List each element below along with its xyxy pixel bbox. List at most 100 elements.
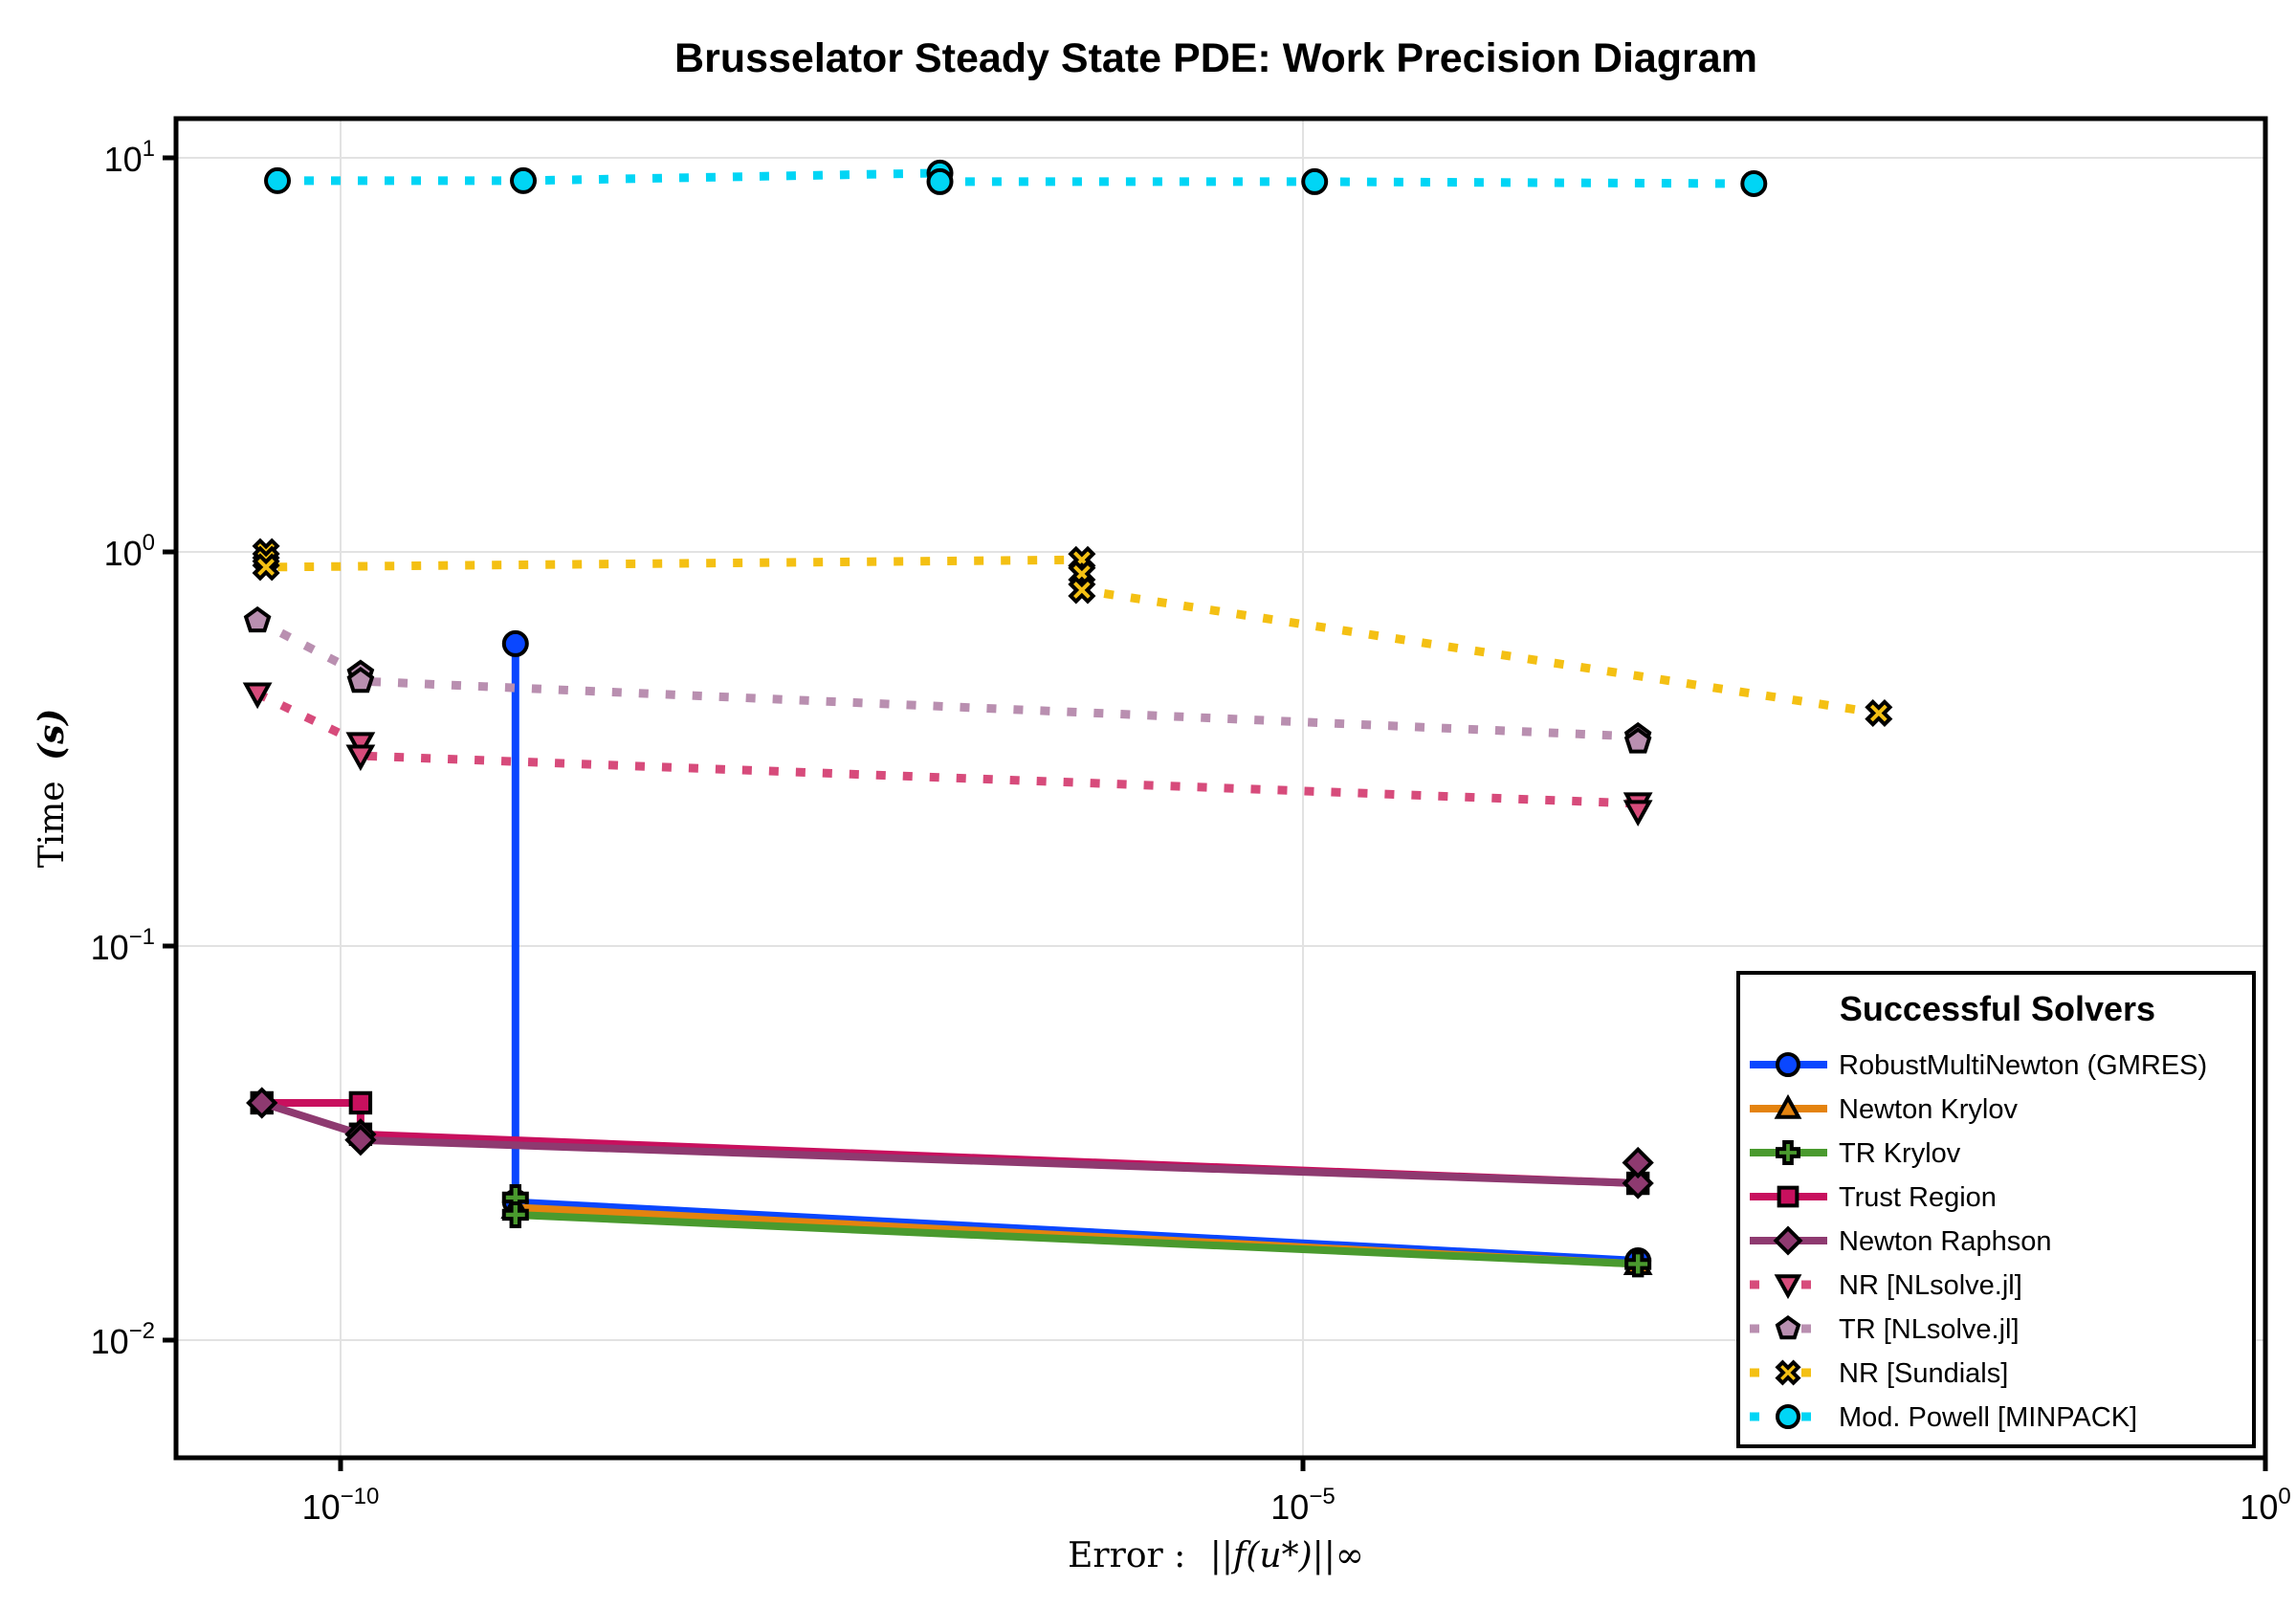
legend-item: Mod. Powell [MINPACK]: [1750, 1402, 2137, 1433]
x-tick-base: 10: [1270, 1487, 1309, 1527]
x-marker-shape: [1775, 1359, 1801, 1386]
x-marker: [1775, 1359, 1801, 1386]
series-line: [255, 690, 1643, 811]
data-point: [1740, 169, 1768, 197]
series-7: [252, 538, 1893, 728]
series-2: [501, 1183, 1652, 1278]
y-tick-base: 10: [91, 928, 129, 967]
legend-label: RobustMultiNewton (GMRES): [1839, 1050, 2207, 1081]
chart-title: Brusselator Steady State PDE: Work Preci…: [674, 35, 1757, 81]
data-point: [1622, 1167, 1654, 1200]
grid: [176, 119, 2265, 1458]
y-tick-base: 10: [104, 140, 143, 179]
diamond-marker: [1773, 1225, 1803, 1256]
legend-label: Newton Raphson: [1839, 1226, 2051, 1257]
x-tick-exp: 0: [2278, 1484, 2290, 1509]
y-axis-label-text: Time: [33, 781, 72, 868]
data-point: [1622, 1146, 1654, 1179]
x-tick-base: 10: [2240, 1487, 2278, 1527]
series-line: [511, 643, 1639, 1265]
data-point: [346, 667, 375, 693]
x-axis-label: Error : ||f(u*)||∞: [1068, 1536, 1364, 1575]
data-point: [348, 1090, 373, 1115]
series-line: [255, 616, 1643, 742]
x-tick-label: 10−10: [302, 1484, 380, 1527]
data-point: [243, 605, 272, 633]
data-point: [501, 1200, 529, 1228]
legend-item: NR [NLsolve.jl]: [1750, 1270, 2022, 1301]
data-point: [345, 732, 376, 759]
data-point: [246, 1087, 278, 1119]
series-8: [264, 159, 1768, 197]
x-tick-exp: −5: [1309, 1484, 1335, 1509]
data-point: [1068, 576, 1096, 605]
legend-label: NR [Sundials]: [1839, 1358, 2008, 1389]
series-5: [242, 682, 1653, 827]
y-tick-label: 100: [104, 530, 155, 573]
triangle-down-marker: [1774, 1274, 1802, 1300]
y-tick-label: 10−2: [91, 1318, 155, 1361]
legend-label: TR Krylov: [1839, 1138, 1961, 1169]
y-tick-base: 10: [91, 1322, 129, 1361]
x-tick-base: 10: [302, 1487, 341, 1527]
plot-area: [242, 159, 1893, 1278]
data-point: [1624, 1250, 1652, 1278]
x-marker-shape: [1865, 698, 1893, 728]
series-line: [277, 168, 1755, 188]
legend-label: Newton Krylov: [1839, 1094, 2018, 1125]
triangle-marker: [1774, 1093, 1802, 1119]
x-tick-label: 10−5: [1270, 1484, 1335, 1527]
cross-marker: [1776, 1140, 1800, 1165]
series-6: [243, 605, 1652, 754]
data-point: [242, 682, 273, 710]
square-marker: [1777, 1185, 1799, 1208]
legend: Successful Solvers RobustMultiNewton (GM…: [1736, 971, 2256, 1448]
y-tick-exp: 0: [143, 530, 155, 556]
y-tick-base: 10: [104, 534, 143, 573]
data-point: [1865, 698, 1893, 728]
x-marker-shape: [252, 553, 280, 582]
y-tick-label: 10−1: [91, 924, 155, 967]
x-axis-label-math: ||f(u*)||∞: [1210, 1536, 1364, 1575]
legend-item: NR [Sundials]: [1750, 1358, 2008, 1389]
legend-label: TR [NLsolve.jl]: [1839, 1314, 2020, 1345]
data-point: [926, 167, 954, 195]
y-tick-label: 101: [104, 136, 155, 179]
legend-item: RobustMultiNewton (GMRES): [1750, 1050, 2207, 1081]
y-axis-label: Time (s): [32, 709, 72, 869]
data-point: [1623, 727, 1652, 754]
y-tick-exp: 1: [143, 136, 155, 162]
data-point: [344, 1124, 377, 1156]
x-tick-exp: −10: [341, 1484, 380, 1509]
circle-marker: [1776, 1404, 1800, 1429]
legend-label: Trust Region: [1839, 1182, 1997, 1213]
legend-label: NR [NLsolve.jl]: [1839, 1270, 2022, 1301]
x-tick-label: 100: [2240, 1484, 2290, 1527]
legend-item: TR [NLsolve.jl]: [1750, 1314, 2020, 1345]
legend-item: Trust Region: [1750, 1182, 1997, 1213]
data-point: [345, 744, 376, 772]
x-axis-ticks: 10−10 10−5 100: [302, 1458, 2291, 1527]
legend-item: Newton Krylov: [1750, 1093, 2018, 1125]
axes-frame: [173, 116, 2268, 1461]
y-axis-label-unit: (s): [32, 709, 72, 760]
data-point: [1301, 167, 1329, 195]
legend-label: Mod. Powell [MINPACK]: [1839, 1402, 2137, 1433]
legend-box: [1736, 971, 2256, 1448]
pentagon-marker: [1775, 1315, 1801, 1340]
circle-marker: [1776, 1052, 1800, 1077]
data-point: [1623, 800, 1653, 827]
x-axis-label-text: Error :: [1068, 1536, 1185, 1575]
x-marker-shape: [1068, 576, 1096, 605]
legend-title: Successful Solvers: [1840, 989, 2155, 1028]
legend-item: TR Krylov: [1750, 1138, 1961, 1169]
series-line: [260, 1099, 1643, 1187]
data-point: [264, 166, 292, 194]
series-4: [246, 1087, 1654, 1200]
data-point: [252, 553, 280, 582]
y-tick-exp: −1: [129, 924, 155, 950]
data-point: [501, 629, 529, 657]
y-tick-exp: −2: [129, 1318, 155, 1344]
